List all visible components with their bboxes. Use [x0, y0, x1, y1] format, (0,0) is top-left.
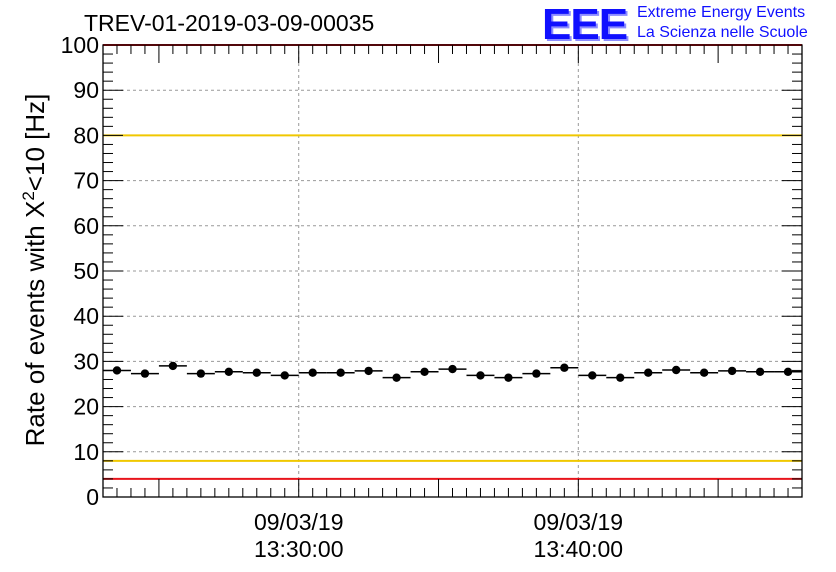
data-point [532, 369, 541, 378]
logo-line-1: Extreme Energy Events [637, 4, 806, 21]
y-label-main: Rate of events with X [19, 200, 50, 447]
data-point [112, 366, 122, 375]
logo-line-2: La Scienza nelle Scuole [637, 24, 808, 41]
data-point [755, 367, 765, 376]
y-tick-label: 0 [86, 484, 99, 510]
data-point [671, 365, 681, 375]
y-axis-label: Rate of events with X2<10 [Hz] [19, 94, 51, 447]
data-point [280, 371, 289, 380]
data-point [392, 373, 401, 382]
data-point [420, 367, 429, 376]
data-point [783, 367, 793, 376]
data-point [644, 368, 653, 377]
y-tick-label: 50 [73, 258, 99, 284]
data-point [196, 369, 206, 378]
data-point [140, 369, 150, 378]
data-point [168, 361, 178, 371]
data-point [504, 373, 513, 382]
y-label-superscript: 2 [19, 191, 39, 201]
data-point [560, 363, 569, 372]
y-tick-label: 60 [73, 213, 99, 239]
data-point [448, 364, 457, 374]
x-tick-label-date: 09/03/19 [254, 509, 344, 535]
eee-logo: EEE Extreme Energy Events La Scienza nel… [542, 0, 832, 49]
data-point [336, 368, 345, 377]
data-point [727, 366, 737, 376]
data-point [699, 368, 709, 377]
y-tick-label: 100 [61, 32, 99, 58]
data-point [308, 368, 317, 377]
y-tick-label: 20 [73, 394, 99, 420]
y-tick-label: 70 [73, 168, 99, 194]
data-point [224, 367, 234, 376]
y-label-tail: <10 [Hz] [19, 93, 50, 192]
logo-mark: EEE [542, 0, 628, 49]
y-tick-label: 10 [73, 439, 99, 465]
x-tick-label-time: 13:40:00 [534, 536, 624, 562]
x-tick-label-date: 09/03/19 [534, 509, 624, 535]
data-point [588, 371, 597, 380]
x-tick-label-time: 13:30:00 [254, 536, 344, 562]
data-point [616, 373, 625, 382]
data-point [476, 371, 485, 380]
data-point [252, 368, 261, 377]
run-title: TREV-01-2019-03-09-00035 [84, 10, 375, 36]
y-tick-label: 40 [73, 303, 99, 329]
data-point [364, 366, 373, 376]
y-tick-label: 90 [73, 77, 99, 103]
y-tick-label: 80 [73, 122, 99, 148]
y-tick-label: 30 [73, 348, 99, 374]
